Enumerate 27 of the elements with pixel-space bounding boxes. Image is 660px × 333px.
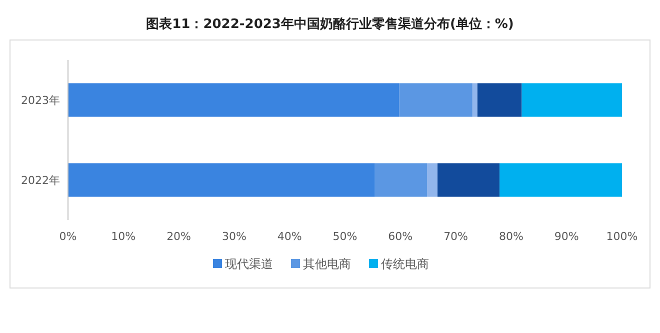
bar [68, 83, 400, 117]
x-tick-label: 100% [606, 230, 638, 243]
bar [399, 83, 472, 117]
x-tick-label: 20% [166, 230, 192, 243]
x-tick-label: 60% [388, 230, 413, 243]
chart-title: 图表11：2022-2023年中国奶酪行业零售渠道分布(单位：%) [146, 16, 514, 32]
x-tick-label: 50% [332, 230, 358, 243]
x-tick-label: 10% [111, 230, 136, 243]
x-tick-label: 80% [498, 230, 524, 243]
bar [472, 83, 478, 117]
x-tick-label: 0% [59, 230, 77, 243]
legend-label: 其他电商 [303, 257, 351, 271]
legend-label: 现代渠道 [225, 257, 273, 271]
bar [477, 83, 522, 117]
x-tick-label: 70% [444, 230, 468, 243]
y-tick-label: 2022年 [21, 174, 60, 187]
legend-label: 传统电商 [381, 257, 429, 271]
bar [426, 163, 438, 197]
x-tick-label: 90% [554, 230, 579, 243]
y-tick-label: 2023年 [21, 94, 60, 107]
bar [438, 163, 500, 197]
bar [374, 163, 427, 197]
x-tick-label: 40% [277, 230, 302, 243]
bar [522, 83, 622, 117]
bar [68, 163, 375, 197]
bar [500, 163, 622, 197]
x-tick-label: 30% [222, 230, 246, 243]
